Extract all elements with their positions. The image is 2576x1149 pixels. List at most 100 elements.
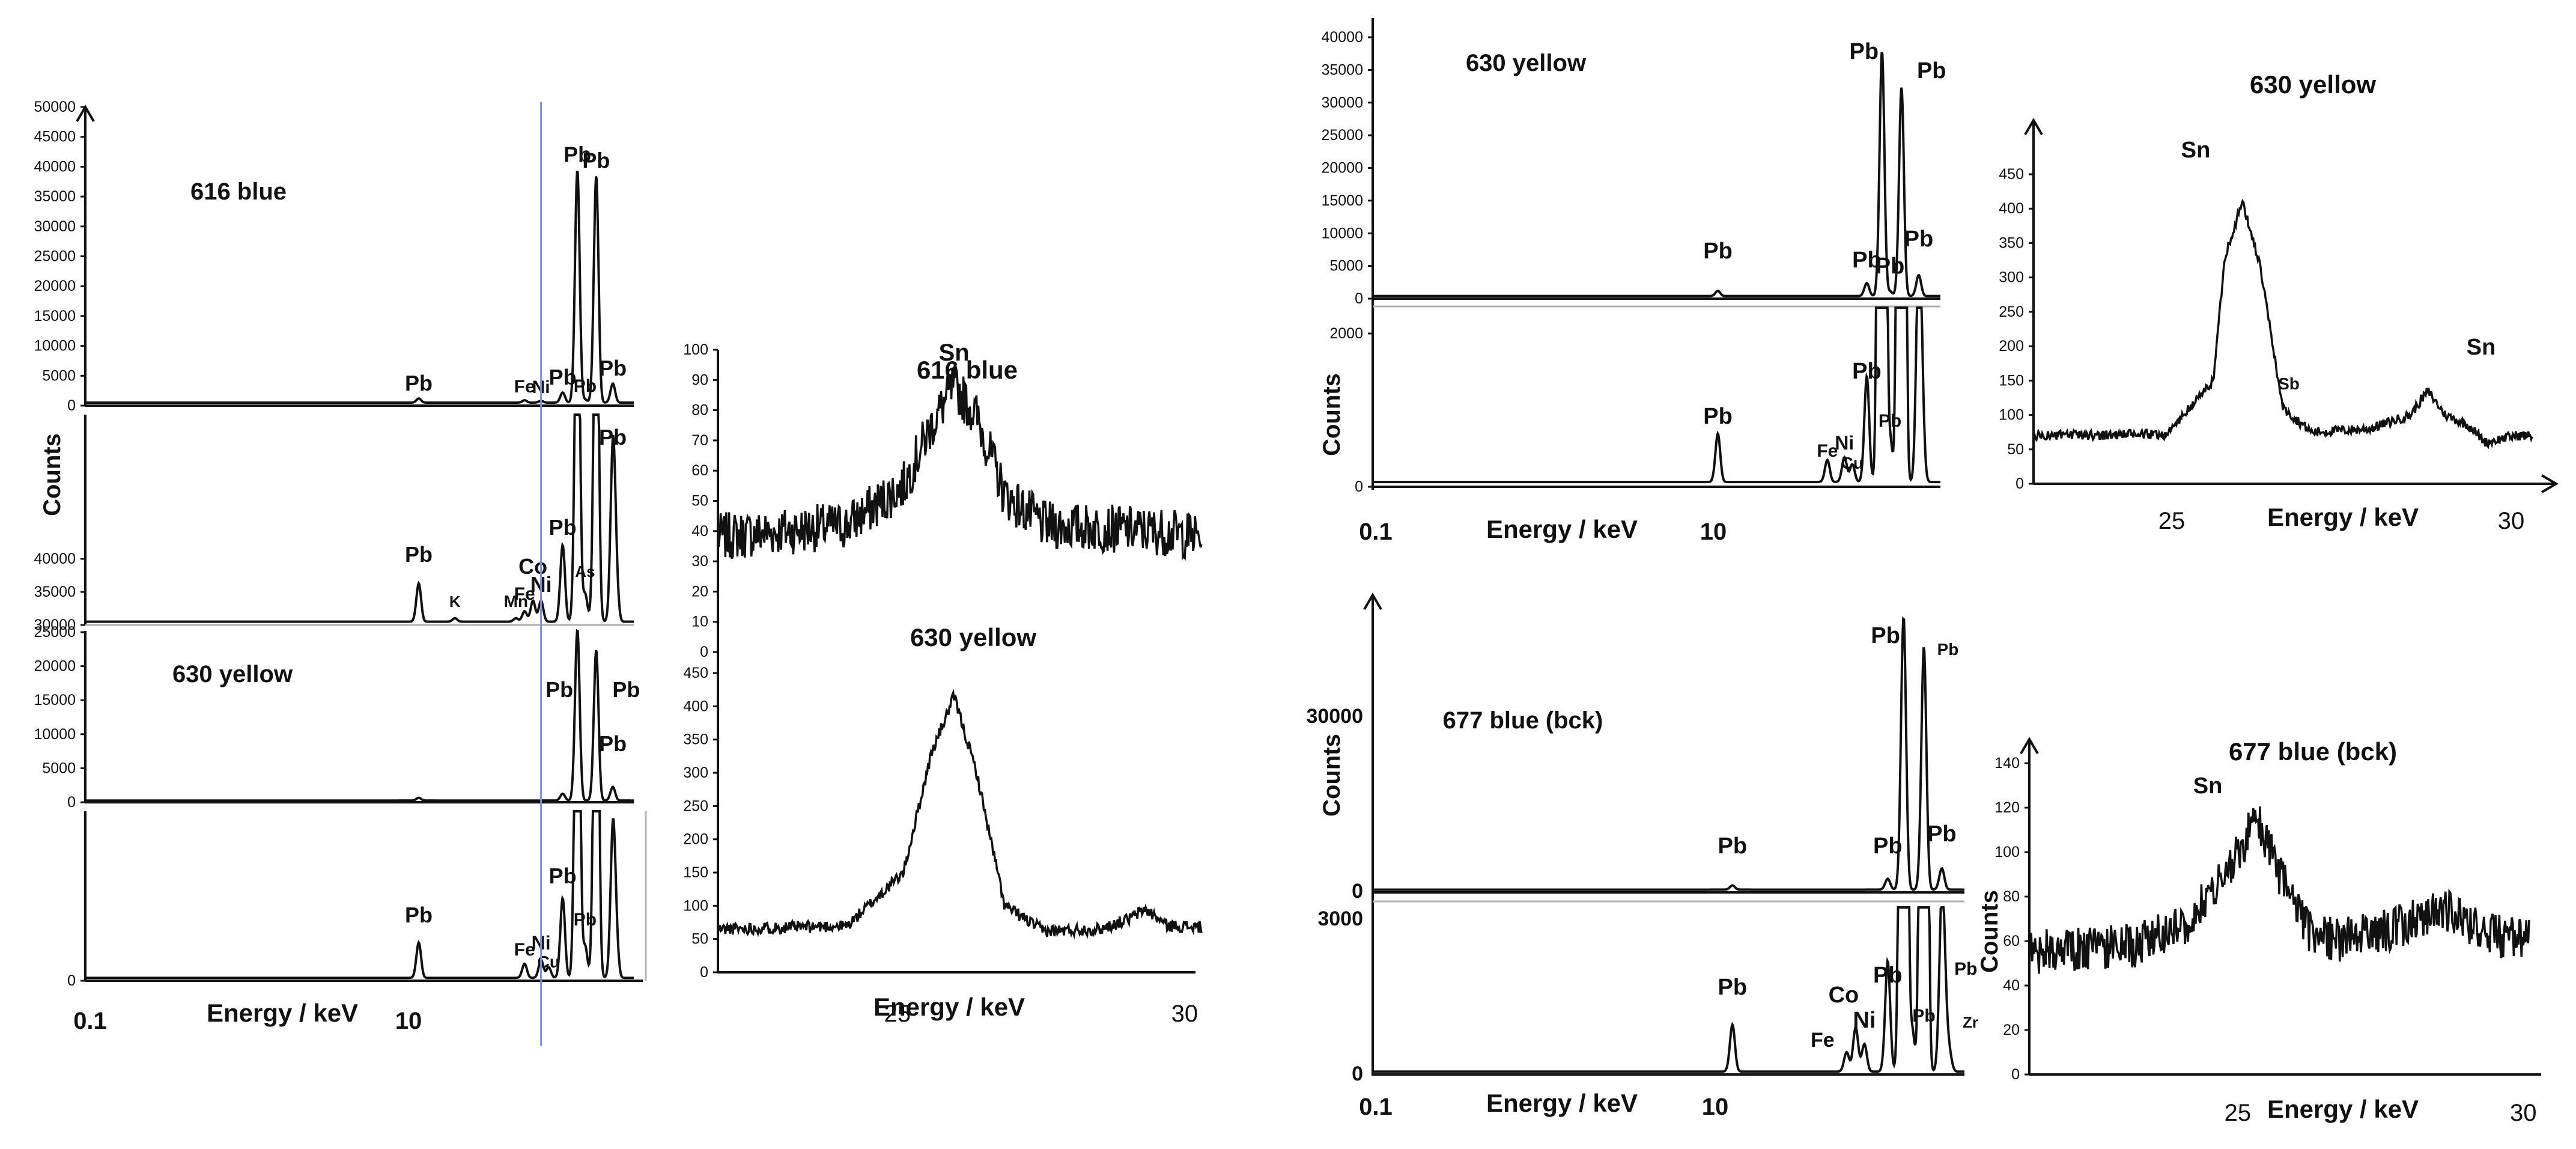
- zoom1-top-y-tick-label: 20: [691, 583, 708, 600]
- p630a-lower-peak-label: Pb: [405, 903, 433, 927]
- p630a-upper-y-tick-label: 25000: [34, 624, 76, 641]
- p616-upper-y-tick-label: 30000: [34, 218, 76, 235]
- p630b-lower-trace: [1373, 306, 1940, 484]
- p630a-upper-y-tick-label: 5000: [42, 760, 76, 776]
- zoom677-x-tick-label: 30: [2510, 1100, 2537, 1126]
- zoom1-bottom-y-tick-label: 100: [683, 897, 708, 914]
- p677-upper-peak-label: Pb: [1871, 623, 1900, 648]
- p616-upper-y-tick-label: 25000: [34, 248, 76, 265]
- p630b-upper-y-tick-label: 15000: [1321, 192, 1363, 209]
- p616-upper-y-tick-label: 10000: [34, 338, 76, 355]
- p630b-x-tick-label: 10: [1700, 519, 1727, 545]
- zoom1-top-y-tick-label: 10: [691, 614, 708, 630]
- p616-lower-peak-label: Fe: [514, 584, 535, 604]
- p630a-upper-peak-label: Pb: [612, 677, 640, 702]
- zoom1-bottom-y-tick-label: 0: [700, 964, 708, 981]
- zoom677-y-tick-label: 40: [2003, 977, 2020, 994]
- p616-lower-y-tick-label: 35000: [34, 584, 76, 600]
- zoom1-x-tick-label: 30: [1171, 1001, 1198, 1027]
- zoom677-x-tick-label: 25: [2225, 1100, 2252, 1126]
- p616-ylabel: Counts: [39, 433, 65, 516]
- p677-lower-peak-label: Pb: [1718, 975, 1748, 1000]
- p630a-upper-y-tick-label: 15000: [34, 692, 76, 709]
- p616-lower-peak-label: Co: [518, 554, 547, 579]
- zoom1-top-y-tick-label: 40: [691, 523, 708, 540]
- p630b-upper-y-tick-label: 10000: [1321, 225, 1363, 242]
- p616-upper-peak-label: Pb: [582, 148, 610, 172]
- p616-upper-peak-label: Pb: [574, 376, 597, 396]
- p630a-lower-peak-label: Fe: [514, 940, 535, 960]
- p630a-lower-peak-label: Pb: [574, 910, 597, 930]
- p616-lower-peak-label: Mn: [504, 592, 528, 611]
- p630a-upper-y-tick-label: 0: [67, 794, 76, 811]
- zoom1-bottom-y-tick-label: 200: [683, 831, 708, 848]
- zoom1-sn-label: Sn: [939, 340, 970, 366]
- zoom630-y-tick-label: 150: [1999, 372, 2024, 389]
- p616-upper-y-tick-label: 35000: [34, 188, 76, 205]
- p630b-upper-trace: [1373, 52, 1940, 297]
- zoom630-y-tick-label: 100: [1999, 407, 2024, 424]
- p677-lower-y-tick-label: 3000: [1317, 907, 1363, 930]
- zoom1-bottom-y-tick-label: 350: [683, 731, 708, 748]
- p630b-lower-peak-label: Pb: [1852, 359, 1882, 384]
- p677-xlabel: Energy / keV: [1486, 1089, 1638, 1117]
- p630a-upper-trace: [85, 629, 634, 802]
- p677-sample-label: 677 blue (bck): [1443, 707, 1603, 734]
- p630b-ylabel: Counts: [1319, 373, 1345, 456]
- p616-lower-y-tick-label: 30000: [34, 617, 76, 633]
- p677-ylabel: Counts: [1319, 734, 1345, 817]
- p677-upper-y-tick-label: 0: [1352, 880, 1363, 903]
- p616-upper-y-tick-label: 50000: [34, 99, 76, 115]
- zoom1-bottom-sample-label: 630 yellow: [910, 623, 1036, 651]
- p616-x-tick-label: 0.1: [73, 1008, 107, 1034]
- p616-upper-y-tick-label: 20000: [34, 278, 76, 294]
- zoom1-x-tick-label: 25: [884, 1001, 911, 1027]
- zoom1-top-y-tick-label: 80: [691, 402, 708, 419]
- zoom630-sn2-label: Sn: [2467, 335, 2496, 360]
- p616-upper-y-tick-label: 45000: [34, 129, 76, 145]
- zoom1-top-y-tick-label: 70: [691, 432, 708, 449]
- p677-lower-peak-label: Zr: [1963, 1013, 1978, 1031]
- p616-upper-trace: [85, 170, 634, 404]
- p616-lower-y-tick-label: 40000: [34, 550, 76, 567]
- zoom677-y-tick-label: 60: [2003, 933, 2020, 949]
- p630b-lower-peak-label: Fe: [1817, 441, 1838, 461]
- zoom1-bottom-y-tick-label: 50: [691, 931, 708, 948]
- zoom630-sb-label: Sb: [2278, 374, 2300, 393]
- p630b-lower-peak-label: Pb: [1703, 404, 1733, 429]
- zoom630-y-tick-label: 450: [1999, 166, 2024, 183]
- zoom630-y-tick-label: 200: [1999, 338, 2024, 355]
- p630b-upper-peak-label: Pb: [1852, 248, 1882, 273]
- zoom677-title: 677 blue (bck): [2229, 737, 2397, 766]
- zoom1-top-y-tick-label: 0: [700, 644, 708, 660]
- p630b-upper-peak-label: Pb: [1904, 227, 1934, 252]
- p630a-upper-peak-label: Pb: [545, 677, 573, 702]
- p677-upper-peak-label: Pb: [1718, 834, 1748, 859]
- p630b-lower-peak-label: Ni: [1835, 432, 1854, 454]
- zoom1-bottom-y-tick-label: 400: [683, 698, 708, 715]
- p630a-upper-y-tick-label: 10000: [34, 726, 76, 743]
- zoom1-bottom-y-tick-label: 300: [683, 764, 708, 781]
- p630b-x-tick-label: 0.1: [1359, 519, 1393, 545]
- p630b-upper-y-tick-label: 40000: [1321, 29, 1363, 46]
- p616-upper-peak-label: Pb: [549, 365, 577, 389]
- zoom630-sn-label: Sn: [2181, 138, 2211, 163]
- p616-lower-peak-label: K: [449, 593, 461, 611]
- p677-x-tick-label: 10: [1702, 1094, 1729, 1120]
- zoom630-x-tick-label: 25: [2158, 508, 2186, 534]
- p616-upper-y-tick-label: 5000: [42, 367, 76, 384]
- zoom677-trace: [2028, 806, 2530, 974]
- zoom630-y-tick-label: 400: [1999, 200, 2024, 217]
- zoom630-y-tick-label: 350: [1999, 234, 2024, 251]
- p677-lower-peak-label: Ni: [1853, 1008, 1876, 1033]
- zoom1-top-y-tick-label: 30: [691, 553, 708, 570]
- p630a-lower-peak-label: Pb: [549, 864, 577, 888]
- p616-lower-trace: [85, 413, 634, 623]
- p630b-lower-y-tick-label: 0: [1355, 478, 1363, 495]
- p630a-lower-y-tick-label: 0: [67, 972, 76, 989]
- p677-lower-peak-label: Co: [1829, 983, 1859, 1008]
- zoom677-y-tick-label: 140: [1994, 755, 2020, 772]
- p677-upper-peak-label: Pb: [1937, 640, 1959, 659]
- p630a-sample-label: 630 yellow: [172, 661, 293, 687]
- zoom1-xlabel: Energy / keV: [873, 993, 1025, 1021]
